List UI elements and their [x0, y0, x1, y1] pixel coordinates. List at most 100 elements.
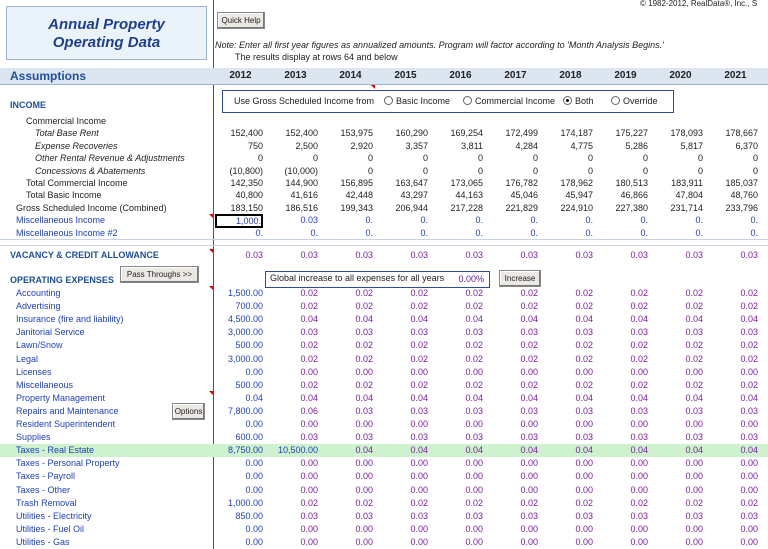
cell-value[interactable]: 0.00 [575, 458, 593, 469]
cell-value[interactable]: 0.02 [575, 340, 593, 351]
cell-value[interactable]: 3,000.00 [227, 327, 263, 338]
cell-value[interactable]: 0.00 [575, 366, 593, 377]
cell-value[interactable]: 0.00 [685, 484, 703, 495]
increase-button[interactable]: Increase [499, 270, 541, 287]
cell-value[interactable]: 0.02 [410, 288, 428, 298]
cell-value[interactable]: 0.00 [245, 458, 263, 469]
cell-value[interactable]: 0.02 [355, 288, 373, 298]
cell-value[interactable]: 0.00 [355, 366, 373, 377]
cell-value[interactable]: 0.00 [300, 419, 318, 429]
radio-button[interactable] [563, 96, 572, 105]
cell-value[interactable]: 0.02 [575, 379, 593, 390]
cell-value[interactable]: 0.02 [740, 379, 758, 390]
cell-value[interactable]: 0.02 [410, 497, 428, 508]
cell-value[interactable]: 0.02 [465, 497, 483, 508]
cell-value[interactable]: 0.02 [630, 288, 648, 298]
cell-value[interactable]: 0.00 [245, 471, 263, 482]
cell-value[interactable]: 0.03 [410, 432, 428, 443]
cell-value[interactable]: 3,000.00 [227, 353, 263, 364]
cell-value[interactable]: 0.00 [300, 484, 318, 495]
radio-button[interactable] [611, 96, 620, 105]
cell-value[interactable]: 10,500.00 [277, 445, 318, 456]
cell-value[interactable]: 0.03 [630, 405, 648, 416]
cell-value[interactable]: 0.00 [520, 419, 538, 429]
cell-value[interactable]: 0.03 [520, 510, 538, 521]
cell-value[interactable]: 500.00 [235, 340, 263, 351]
pass-throughs-button[interactable]: Pass Throughs >> [120, 266, 199, 283]
cell-value[interactable]: 0.04 [740, 445, 758, 456]
cell-value[interactable]: 0.03 [520, 405, 538, 416]
cell-value[interactable]: 0.00 [410, 523, 428, 534]
cell-value[interactable]: 0.02 [575, 353, 593, 364]
cell-value[interactable]: 0.04 [575, 314, 593, 325]
cell-value[interactable]: 0. [255, 227, 263, 238]
cell-value[interactable]: 0.02 [630, 379, 648, 390]
cell-value[interactable]: 0.02 [520, 301, 538, 312]
cell-value[interactable]: 0.04 [355, 314, 373, 325]
cell-value[interactable]: 0.00 [245, 536, 263, 547]
cell-value[interactable]: 0. [365, 227, 373, 238]
cell-value[interactable]: 0.03 [355, 250, 373, 260]
cell-value[interactable]: 0.03 [630, 510, 648, 521]
cell-value[interactable]: 0.03 [575, 327, 593, 338]
cell-value[interactable]: 0.02 [300, 353, 318, 364]
cell-value[interactable]: 0.03 [685, 510, 703, 521]
cell-value[interactable]: 0.00 [630, 458, 648, 469]
cell-value[interactable]: 8,750.00 [227, 445, 263, 456]
cell-value[interactable]: 0.00 [245, 366, 263, 377]
cell-value[interactable]: 0.02 [355, 340, 373, 351]
cell-value[interactable]: 0. [695, 215, 703, 226]
cell-value[interactable]: 0.00 [630, 419, 648, 429]
cell-value[interactable]: 0.03 [465, 405, 483, 416]
cell-value[interactable]: 0.03 [410, 250, 428, 260]
cell-value[interactable]: 0.02 [410, 340, 428, 351]
cell-value[interactable]: 0.00 [355, 523, 373, 534]
cell-value[interactable]: 0.02 [575, 497, 593, 508]
cell-value[interactable]: 0.02 [520, 353, 538, 364]
cell-value[interactable]: 0.03 [740, 405, 758, 416]
cell-value[interactable]: 0.02 [740, 301, 758, 312]
cell-value[interactable]: 0.00 [685, 536, 703, 547]
cell-value[interactable]: 0.02 [740, 353, 758, 364]
cell-value[interactable]: 0.03 [685, 250, 703, 260]
cell-value[interactable]: 0.04 [630, 392, 648, 403]
cell-value[interactable]: 0.02 [355, 301, 373, 312]
cell-value[interactable]: 0.02 [465, 288, 483, 298]
cell-value[interactable]: 0.00 [630, 536, 648, 547]
cell-value[interactable]: 0.02 [355, 353, 373, 364]
cell-value[interactable]: 0.02 [465, 379, 483, 390]
cell-value[interactable]: 0.06 [300, 405, 318, 416]
cell-value[interactable]: 0.03 [355, 327, 373, 338]
cell-value[interactable]: 0.02 [300, 497, 318, 508]
cell-value[interactable]: 0.00 [410, 471, 428, 482]
cell-value[interactable]: 0.04 [355, 392, 373, 403]
cell-value[interactable]: 0.00 [740, 523, 758, 534]
cell-value[interactable]: 0.00 [520, 366, 538, 377]
cell-value[interactable]: 0.03 [355, 432, 373, 443]
cell-value[interactable]: 600.00 [235, 432, 263, 443]
cell-value[interactable]: 0.02 [630, 340, 648, 351]
cell-value[interactable]: 0.03 [410, 405, 428, 416]
cell-value[interactable]: 0.00 [300, 471, 318, 482]
cell-value[interactable]: 0.00 [245, 523, 263, 534]
cell-value[interactable]: 0.03 [300, 510, 318, 521]
cell-value[interactable]: 0.03 [685, 405, 703, 416]
cell-value[interactable]: 0.00 [410, 366, 428, 377]
radio-label[interactable]: Both [575, 96, 594, 106]
cell-value[interactable]: 0.02 [520, 288, 538, 298]
cell-value[interactable]: 0.02 [685, 379, 703, 390]
cell-value[interactable]: 0.02 [685, 288, 703, 298]
cell-value[interactable]: 0.03 [575, 510, 593, 521]
cell-value[interactable]: 0.03 [575, 250, 593, 260]
cell-value[interactable]: 0.03 [355, 405, 373, 416]
cell-value[interactable]: 0.00 [465, 484, 483, 495]
cell-value[interactable]: 0.00 [575, 419, 593, 429]
cell-value[interactable]: 0.03 [740, 510, 758, 521]
cell-value[interactable]: 0.03 [300, 215, 318, 226]
cell-value[interactable]: 0.02 [465, 301, 483, 312]
cell-value[interactable]: 0.02 [685, 340, 703, 351]
cell-value[interactable]: 0.02 [300, 379, 318, 390]
cell-value[interactable]: 0.02 [685, 301, 703, 312]
cell-value[interactable]: 0.02 [520, 340, 538, 351]
cell-value[interactable]: 0.03 [520, 250, 538, 260]
